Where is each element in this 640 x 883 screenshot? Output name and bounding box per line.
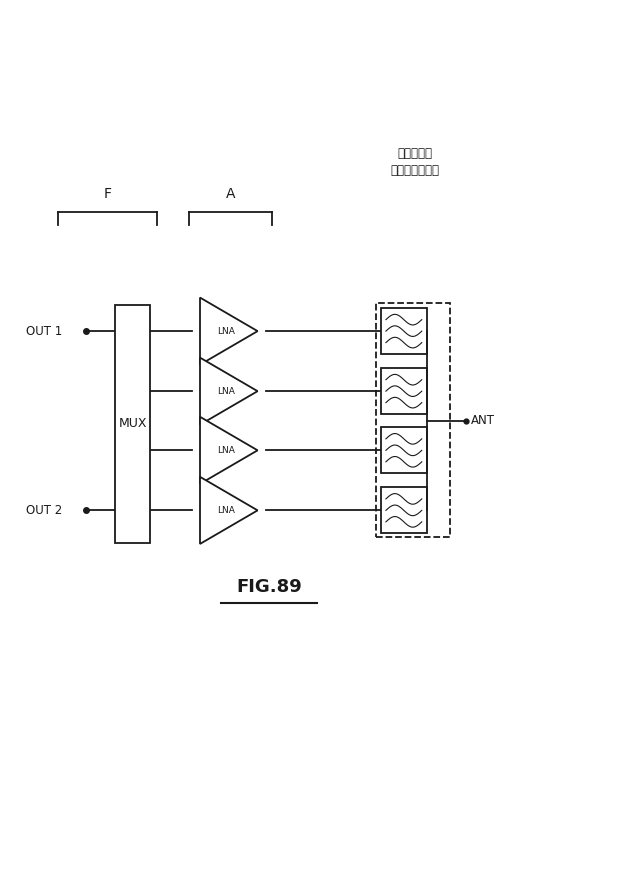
Text: MUX: MUX [118,418,147,430]
Text: LNA: LNA [217,506,234,515]
Text: OUT 2: OUT 2 [26,504,62,517]
Text: A: A [226,187,235,201]
Text: フィルタ／
マルチプレクサ: フィルタ／ マルチプレクサ [390,147,439,177]
Text: LNA: LNA [217,387,234,396]
Text: OUT 1: OUT 1 [26,325,62,337]
Polygon shape [200,298,257,365]
Text: LNA: LNA [217,446,234,455]
Bar [115,305,150,543]
Bar [376,303,450,537]
Polygon shape [200,477,257,544]
Text: LNA: LNA [217,327,234,336]
Bar [381,308,427,354]
Text: ANT: ANT [471,414,495,427]
Text: F: F [103,187,111,201]
Bar [381,487,427,533]
Text: FIG.89: FIG.89 [236,578,301,596]
Polygon shape [200,358,257,425]
Bar [381,427,427,473]
Bar [381,368,427,414]
Polygon shape [200,417,257,484]
